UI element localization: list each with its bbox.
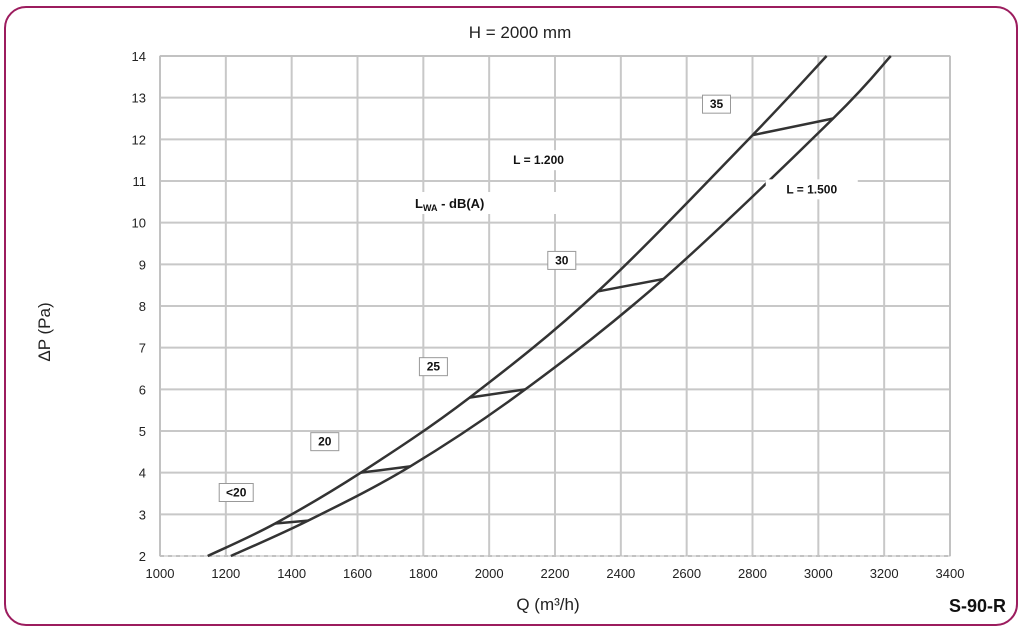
grid xyxy=(159,55,951,557)
y-tick-5: 5 xyxy=(139,424,146,439)
sound-level-label-0: <20 xyxy=(226,486,247,500)
sound-level-line-0 xyxy=(275,519,309,525)
sound-level-label-1: 20 xyxy=(318,435,332,449)
y-tick-labels: 2 3 4 5 6 7 8 9 10 11 12 13 14 xyxy=(132,49,146,564)
y-tick-10: 10 xyxy=(132,216,146,231)
x-tick-1600: 1600 xyxy=(343,566,372,581)
sound-level-box-4 xyxy=(702,94,731,114)
y-tick-3: 3 xyxy=(139,507,146,522)
y-tick-11: 11 xyxy=(133,174,147,189)
x-tick-2200: 2200 xyxy=(541,566,570,581)
x-tick-labels: 1000 1200 1400 1600 1800 2000 2200 2400 2600 2800… xyxy=(146,566,965,581)
x-tick-2600: 2600 xyxy=(672,566,701,581)
sound-level-line-4 xyxy=(752,117,834,137)
curve-label-1: L = 1.500 xyxy=(786,182,837,196)
curve-l-1500 xyxy=(230,55,892,558)
y-tick-4: 4 xyxy=(139,466,146,481)
y-tick-6: 6 xyxy=(139,382,146,397)
x-tick-2000: 2000 xyxy=(475,566,504,581)
model-code: S-90-R xyxy=(949,596,1006,616)
x-tick-1200: 1200 xyxy=(211,566,240,581)
y-tick-13: 13 xyxy=(132,91,146,106)
sound-levels: <20 20 25 30 35 xyxy=(218,94,834,525)
x-tick-1400: 1400 xyxy=(277,566,306,581)
x-tick-2800: 2800 xyxy=(738,566,767,581)
x-tick-2400: 2400 xyxy=(606,566,635,581)
chart-frame xyxy=(4,6,1018,626)
curve-label-bg-1 xyxy=(765,179,858,200)
y-axis-label: ΔP (Pa) xyxy=(35,302,54,361)
y-tick-9: 9 xyxy=(139,257,146,272)
sound-level-box-1 xyxy=(310,432,340,452)
x-tick-1800: 1800 xyxy=(409,566,438,581)
curve-labels: L = 1.200 L = 1.500 xyxy=(412,150,858,214)
x-tick-3400: 3400 xyxy=(936,566,965,581)
curve-l-1200 xyxy=(207,55,828,558)
y-tick-8: 8 xyxy=(139,299,146,314)
curve-label-0: L = 1.200 xyxy=(513,153,564,167)
plot-area xyxy=(159,55,951,557)
chart-title: H = 2000 mm xyxy=(469,23,572,42)
sound-level-box-2 xyxy=(418,357,448,377)
sound-level-line-3 xyxy=(597,277,664,293)
x-tick-1000: 1000 xyxy=(146,566,175,581)
x-tick-3000: 3000 xyxy=(804,566,833,581)
y-tick-12: 12 xyxy=(132,132,146,147)
sound-level-title-bg xyxy=(412,192,560,214)
sound-level-title: LWA - dB(A) xyxy=(415,196,484,213)
sound-level-box-0 xyxy=(218,483,254,502)
sound-level-title-rest: - dB(A) xyxy=(437,196,484,211)
sound-level-line-2 xyxy=(469,388,526,399)
sound-level-title-sub: WA xyxy=(423,203,438,213)
x-tick-3200: 3200 xyxy=(870,566,899,581)
curve-label-bg-0 xyxy=(492,150,585,171)
sound-level-label-2: 25 xyxy=(427,360,441,374)
y-tick-2: 2 xyxy=(139,549,146,564)
y-tick-7: 7 xyxy=(139,341,146,356)
sound-level-line-1 xyxy=(360,465,411,474)
sound-level-label-4: 35 xyxy=(710,97,724,111)
y-tick-14: 14 xyxy=(132,49,146,64)
sound-level-title-main: L xyxy=(415,196,423,211)
sound-level-box-3 xyxy=(547,250,577,270)
x-axis-label: Q (m³/h) xyxy=(516,595,579,614)
curves xyxy=(207,55,892,558)
sound-level-label-3: 30 xyxy=(555,253,569,267)
